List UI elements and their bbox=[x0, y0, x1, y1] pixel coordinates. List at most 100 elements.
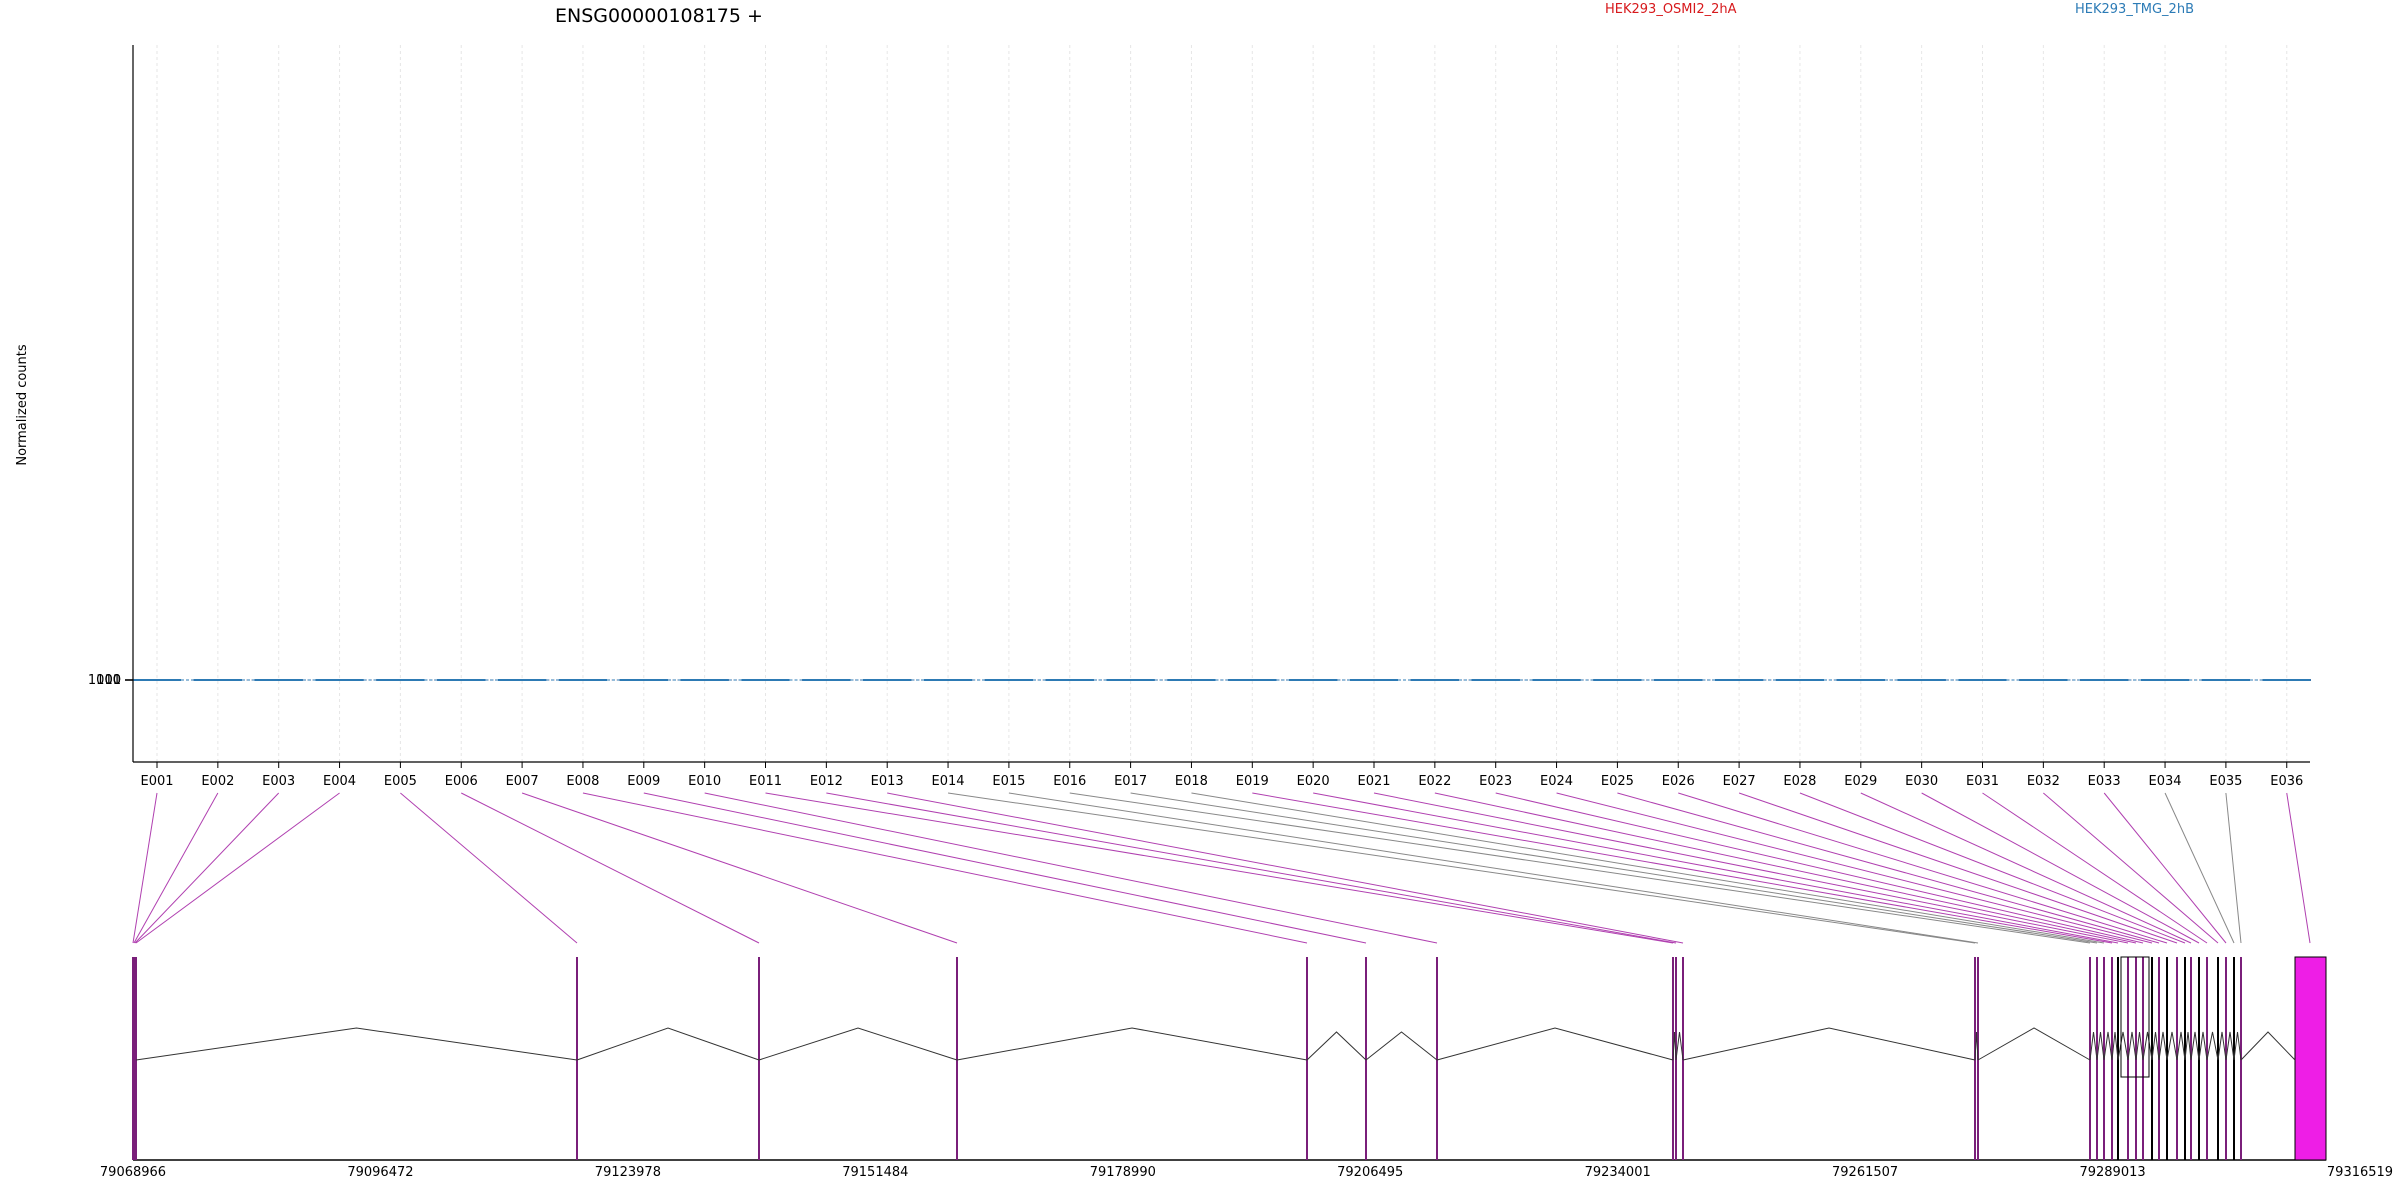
x-tick-label: E011 bbox=[749, 774, 782, 789]
intron-line bbox=[2117, 1031, 2129, 1061]
x-tick-label: E019 bbox=[1236, 774, 1269, 789]
exon-connector bbox=[1008, 792, 1979, 944]
coordinate-label: 79316519 bbox=[2327, 1165, 2393, 1180]
x-tick-label: E013 bbox=[871, 774, 904, 789]
intron-line bbox=[1306, 1031, 1367, 1061]
x-tick-label: E033 bbox=[2088, 774, 2121, 789]
x-tick-label: E028 bbox=[1783, 774, 1816, 789]
intron-line bbox=[2142, 1031, 2153, 1061]
intron-line bbox=[2096, 1031, 2105, 1061]
exon-connector bbox=[1434, 792, 2137, 944]
x-tick-label: E015 bbox=[992, 774, 1025, 789]
intron-line bbox=[2135, 1031, 2144, 1061]
x-tick-label: E029 bbox=[1844, 774, 1877, 789]
x-tick-label: E002 bbox=[201, 774, 234, 789]
intron-line bbox=[1977, 1027, 2091, 1061]
exon-connector bbox=[133, 792, 219, 944]
exon-connector bbox=[826, 792, 1677, 944]
exon-connector bbox=[2043, 792, 2219, 944]
x-tick-label: E022 bbox=[1418, 774, 1451, 789]
x-tick-label: E001 bbox=[140, 774, 173, 789]
intron-line bbox=[1675, 1031, 1684, 1061]
x-tick-label: E016 bbox=[1053, 774, 1086, 789]
intron-line bbox=[576, 1027, 760, 1061]
x-tick-label: E024 bbox=[1540, 774, 1573, 789]
exon-connector bbox=[1678, 792, 2168, 944]
x-tick-label: E006 bbox=[445, 774, 478, 789]
y-tick-label: 10 bbox=[104, 673, 121, 688]
exon-connector bbox=[134, 792, 280, 944]
exon-block bbox=[2294, 956, 2327, 1161]
y-tick-label: 1 bbox=[113, 673, 121, 688]
intron-line bbox=[2225, 1031, 2235, 1061]
intron-line bbox=[758, 1027, 958, 1061]
x-tick-label: E010 bbox=[688, 774, 721, 789]
x-tick-label: E012 bbox=[810, 774, 843, 789]
x-tick-label: E009 bbox=[627, 774, 660, 789]
intron-line bbox=[135, 1027, 578, 1061]
intron-line bbox=[2158, 1031, 2168, 1061]
legend-entry-b: HEK293_TMG_2hB bbox=[2075, 2, 2194, 17]
exon-connector bbox=[1799, 792, 2186, 944]
exon-connector bbox=[2164, 792, 2235, 944]
intron-line bbox=[2190, 1031, 2200, 1061]
exon-connector bbox=[132, 792, 158, 944]
x-tick-label: E014 bbox=[932, 774, 965, 789]
exon-connector bbox=[582, 792, 1308, 944]
x-tick-label: E026 bbox=[1662, 774, 1695, 789]
x-tick-label: E027 bbox=[1723, 774, 1756, 789]
intron-line bbox=[956, 1027, 1308, 1061]
x-tick-label: E036 bbox=[2270, 774, 2303, 789]
intron-line bbox=[2151, 1031, 2160, 1061]
y-tick-label: 100 bbox=[96, 673, 121, 688]
intron-line bbox=[2240, 1031, 2296, 1061]
gene-model: 79068966 79096472 79123978 79151484 79178990… bbox=[100, 956, 2393, 1180]
legend-entry-a: HEK293_OSMI2_2hA bbox=[1605, 2, 1737, 17]
coordinate-label: 79151484 bbox=[842, 1165, 908, 1180]
coordinate-label: 79096472 bbox=[347, 1165, 413, 1180]
intron-line bbox=[1365, 1031, 1438, 1061]
x-tick-label: E018 bbox=[1175, 774, 1208, 789]
x-tick-label: E021 bbox=[1357, 774, 1390, 789]
x-tick-label: E032 bbox=[2027, 774, 2060, 789]
intron-line bbox=[2198, 1031, 2208, 1061]
exon-connector bbox=[1130, 792, 2098, 944]
exon-connector bbox=[1069, 792, 2091, 944]
chart-title: ENSG00000108175 + bbox=[555, 5, 763, 27]
exon-connector bbox=[1495, 792, 2144, 944]
exon-connector bbox=[1617, 792, 2160, 944]
x-tick-label: E020 bbox=[1297, 774, 1330, 789]
intron-line bbox=[2217, 1031, 2227, 1061]
coordinate-label: 79234001 bbox=[1585, 1165, 1651, 1180]
intron-line bbox=[2206, 1031, 2219, 1061]
exon-connector bbox=[1313, 792, 2119, 944]
exon-outline bbox=[2120, 956, 2150, 1078]
y-tick-label: 1000 bbox=[88, 673, 121, 688]
coordinate-label: 79289013 bbox=[2079, 1165, 2145, 1180]
coordinate-label: 79123978 bbox=[595, 1165, 661, 1180]
exon-connector bbox=[1860, 792, 2192, 944]
exon-connector bbox=[704, 792, 1438, 944]
exon-connector bbox=[521, 792, 958, 944]
exon-connector bbox=[1252, 792, 2113, 944]
exon-connector bbox=[461, 792, 760, 944]
intron-line bbox=[2111, 1031, 2119, 1061]
x-tick-label: E030 bbox=[1905, 774, 1938, 789]
exon-connector bbox=[1191, 792, 2105, 944]
x-tick-label: E035 bbox=[2209, 774, 2242, 789]
x-tick-label: E004 bbox=[323, 774, 356, 789]
exon-connector bbox=[1921, 792, 2200, 944]
x-tick-label: E034 bbox=[2149, 774, 2182, 789]
intron-line bbox=[1974, 1031, 1979, 1061]
exon-connector bbox=[1373, 792, 2129, 944]
intron-line bbox=[1436, 1027, 1674, 1061]
x-tick-label: E031 bbox=[1966, 774, 1999, 789]
x-tick-label: E017 bbox=[1114, 774, 1147, 789]
exon-connector bbox=[643, 792, 1367, 944]
x-tick-label: E023 bbox=[1479, 774, 1512, 789]
coordinate-label: 79206495 bbox=[1337, 1165, 1403, 1180]
intron-line bbox=[2184, 1031, 2192, 1061]
intron-line bbox=[2089, 1031, 2098, 1061]
intron-line bbox=[2176, 1031, 2186, 1061]
